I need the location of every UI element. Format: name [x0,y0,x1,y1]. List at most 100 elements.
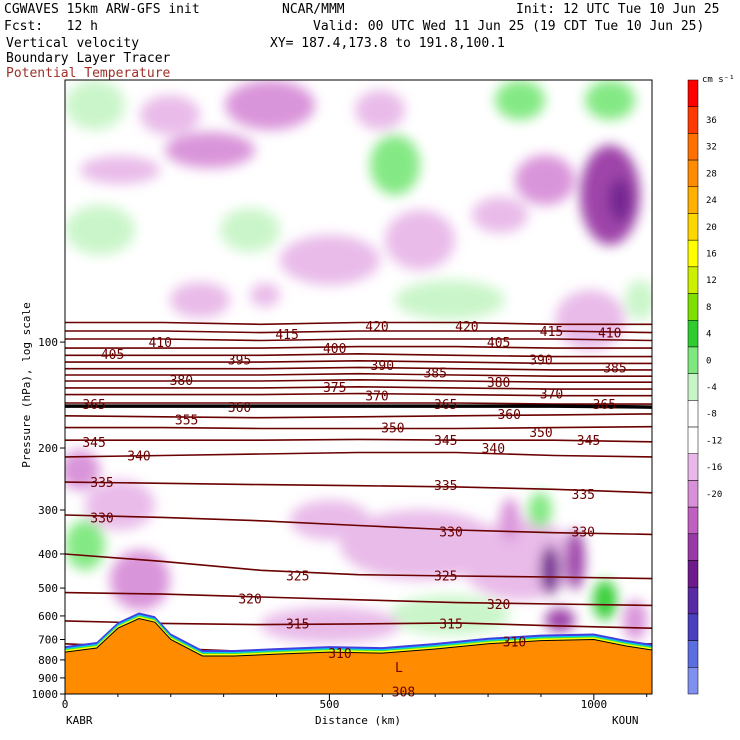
colorbar-tick-label: -8 [706,410,717,420]
init-time: Init: 12 UTC Tue 10 Jun 25 [516,2,720,17]
y-tick-label: 200 [38,442,58,455]
colorbar-tick-label: 32 [706,143,717,153]
theta-label-380: 380 [170,374,193,389]
colorbar-segment [687,400,699,428]
theta-line-345 [65,438,652,443]
colorbar-segment [687,533,699,561]
org-label: NCAR/MMM [282,2,345,17]
theta-label-320: 320 [238,592,261,607]
y-tick-label: 100 [38,336,58,349]
colorbar-segment [687,106,699,134]
cross-section-xy: XY= 187.4,173.8 to 191.8,100.1 [270,36,505,51]
x-axis-label: Distance (km) [315,714,401,727]
theta-label-345: 345 [82,436,105,451]
colorbar-segment [687,346,699,374]
theta-label-340: 340 [127,449,150,464]
theta-label-315: 315 [439,617,462,632]
theta-label-390: 390 [529,353,552,368]
colorbar-segment [687,320,699,348]
theta-label-370: 370 [540,388,563,403]
colorbar-tick-label: 28 [706,169,717,179]
y-axis-label: Pressure (hPa), log scale [20,302,33,468]
theta-label-380: 380 [487,376,510,391]
theta-label-320: 320 [487,598,510,613]
theta-line-375 [65,385,652,390]
theta-label-375: 375 [323,381,346,396]
colorbar-tick-label: 36 [706,116,717,126]
x-tick-label: 500 [319,698,339,711]
y-tick-label: 900 [38,672,58,685]
theta-label-370: 370 [365,390,388,405]
colorbar-tick-label: -4 [706,383,717,393]
y-tick-label: 400 [38,548,58,561]
theta-label-405: 405 [487,336,510,351]
colorbar-segment [687,266,699,294]
theta-line-370 [65,392,652,397]
theta-label-360: 360 [497,408,520,423]
theta-label-335: 335 [90,476,113,491]
theta-line-385 [65,372,652,377]
theta-label-390: 390 [371,359,394,374]
colorbar-segment [687,373,699,401]
colorbar-segment [687,613,699,641]
theta-label-365: 365 [593,398,616,413]
theta-line-390 [65,366,652,371]
x-tick-label: 0 [62,698,69,711]
right-station-label: KOUN [612,714,639,727]
theta-label-340: 340 [482,442,505,457]
colorbar-segment [687,667,699,695]
potential-temperature-contours [65,321,652,693]
theta-line-320 [65,591,652,607]
theta-label-345: 345 [577,434,600,449]
colorbar-tick-label: 24 [706,196,717,206]
colorbar-tick-label: -16 [706,463,722,473]
theta-label-350: 350 [529,426,552,441]
theta-label-350: 350 [381,422,404,437]
theta-line-380 [65,378,652,383]
left-station-label: KABR [66,714,93,727]
theta-line-335 [65,481,652,494]
theta-label-400: 400 [323,342,346,357]
colorbar-tick-label: 8 [706,303,711,313]
colorbar-tick-label: -12 [706,436,722,446]
colorbar-tick-label: 16 [706,250,717,260]
theta-label-330: 330 [572,525,595,540]
theta-label-360: 360 [228,401,251,416]
theta-line-395 [65,359,652,365]
colorbar-segment [687,213,699,241]
theta-line-325 [65,553,652,580]
theta-label-330: 330 [90,511,113,526]
colorbar-unit: cm s⁻¹ [702,75,735,85]
y-tick-label: 1000 [32,688,59,701]
terrain [65,612,652,694]
colorbar-segment [687,133,699,161]
theta-label-395: 395 [228,353,251,368]
theta-line-340 [65,451,652,458]
vertical-velocity-shading [65,80,652,694]
theta-label-335: 335 [434,479,457,494]
colorbar: cm s⁻¹ 36 32 28 24 20 16 12 8 4 0 -4 -8 -12 -16 -20 [687,75,735,695]
theta-label-365: 365 [434,398,457,413]
theta-label-335: 335 [572,488,595,503]
y-tick-label: 700 [38,633,58,646]
potential-temperature-labels: 420 420 415 415 410 410 405 405 400 395 390 390 385 3… [82,320,626,701]
theta-label-325: 325 [286,569,309,584]
theta-line-330 [65,514,652,536]
theta-label-310: 310 [503,636,526,651]
theta-label-410: 410 [148,336,171,351]
theta-line-350 [65,425,652,430]
y-tick-label: 300 [38,504,58,517]
colorbar-segment [687,586,699,615]
colorbar-tick-label: 12 [706,276,717,286]
x-tick-label: 1000 [581,698,608,711]
colorbar-tick-label: 0 [706,356,711,366]
y-tick-label: 800 [38,654,58,667]
colorbar-segment [687,293,699,321]
theta-label-420: 420 [365,320,388,335]
colorbar-segment [687,480,699,508]
colorbar-tick-label: -20 [706,490,722,500]
theta-line-365 [65,402,652,405]
theta-label-415: 415 [540,325,563,340]
colorbar-segment [687,186,699,214]
